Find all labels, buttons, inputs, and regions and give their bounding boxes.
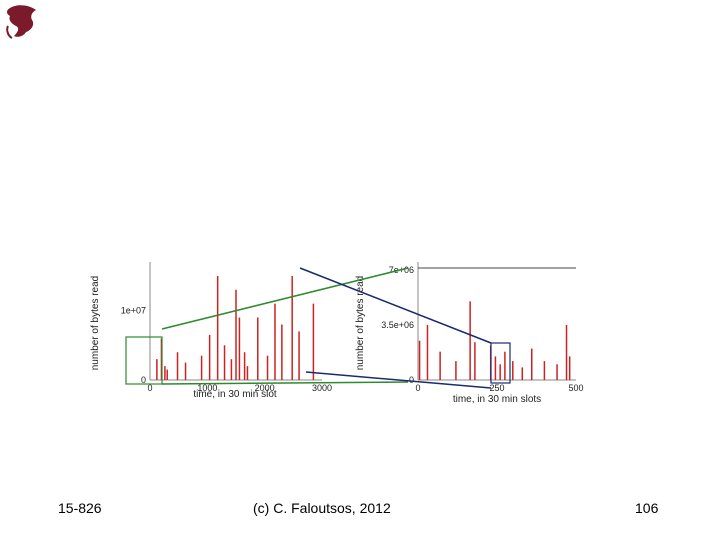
right-x-tick-label: 0 [415,383,420,393]
left-x-tick-label: 3000 [312,383,332,393]
left-y-label: number of bytes read [90,276,101,371]
dragon-icon [6,5,36,39]
right-y-label: number of bytes read [355,276,366,371]
left-zoom-box [125,336,163,385]
left-x-tick-label: 1000 [197,383,217,393]
right-zoom-box [490,342,511,384]
left-y-tick-label: 1e+07 [121,306,146,316]
course-number: 15-826 [58,500,102,516]
right-x-label: time, in 30 min slots [453,394,541,405]
left-y-tick-label: 0 [141,375,146,385]
page-number: 106 [635,500,659,516]
navy-zoom-line-bottom [305,371,492,389]
left-x-tick-label: 0 [147,383,152,393]
left-chart: 0 1000 2000 3000 0 1e+07 time, in 30 min slo… [90,262,332,400]
green-zoom-line-bottom [161,381,409,385]
left-x-tick-label: 2000 [255,383,275,393]
right-y-tick-label: 3.5e+06 [381,320,414,330]
right-y-tick-label: 0 [409,375,414,385]
navy-zoom-line-top [299,267,492,344]
right-x-tick-label: 250 [489,383,504,393]
green-zoom-line-top [161,267,409,330]
copyright: (c) C. Faloutsos, 2012 [253,500,391,516]
left-x-label: time, in 30 min slot [193,389,277,400]
right-x-tick-label: 500 [568,383,583,393]
